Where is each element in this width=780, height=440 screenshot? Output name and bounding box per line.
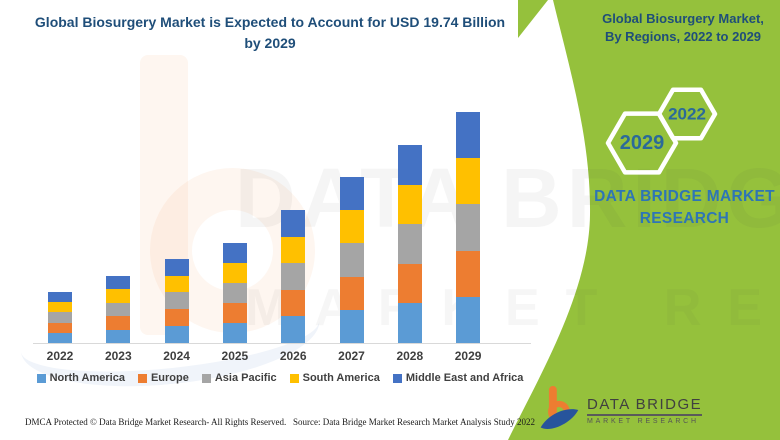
bar-segment xyxy=(281,236,306,264)
bar-segment xyxy=(222,302,247,323)
bar-2025 xyxy=(222,242,247,343)
bar-segment xyxy=(397,224,422,264)
logo-title: DATA BRIDGE xyxy=(587,396,703,416)
bar-segment xyxy=(456,158,481,205)
company-logo-text: DATA BRIDGE MARKET RESEARCH xyxy=(587,396,703,425)
bar-segment xyxy=(339,210,364,244)
bar-segment xyxy=(456,111,481,159)
bar-2022 xyxy=(48,292,72,343)
hexagon-2022-label: 2022 xyxy=(668,105,706,124)
legend-item-middle-east-and-africa: Middle East and Africa xyxy=(392,372,524,384)
copyright-text: DMCA Protected © Data Bridge Market Rese… xyxy=(25,417,287,427)
bar-2027 xyxy=(339,176,364,343)
legend-label: South America xyxy=(302,372,380,384)
legend-label: North America xyxy=(49,372,125,384)
bar-segment xyxy=(48,302,72,313)
bar-segment xyxy=(397,263,422,304)
x-axis-label-2025: 2025 xyxy=(221,349,249,363)
legend-swatch-icon xyxy=(137,373,147,383)
bar-segment xyxy=(397,184,422,225)
legend-swatch-icon xyxy=(289,373,299,383)
bar-segment xyxy=(106,302,131,317)
legend-label: Europe xyxy=(150,372,189,384)
legend-label: Middle East and Africa xyxy=(405,372,524,384)
bar-2026 xyxy=(281,210,306,343)
legend-swatch-icon xyxy=(36,373,46,383)
bar-segment xyxy=(281,289,306,317)
bar-segment xyxy=(222,322,247,343)
bar-segment xyxy=(339,309,364,343)
x-axis-label-2029: 2029 xyxy=(454,349,482,363)
x-axis-label-2024: 2024 xyxy=(163,349,190,363)
legend-swatch-icon xyxy=(201,373,211,383)
side-panel-title: Global Biosurgery Market, By Regions, 20… xyxy=(602,11,764,45)
bar-segment xyxy=(48,322,72,333)
bar-segment xyxy=(164,326,189,343)
bar-segment xyxy=(106,289,131,303)
x-axis-label-2026: 2026 xyxy=(279,349,307,363)
bar-segment xyxy=(106,275,131,290)
legend-item-asia-pacific: Asia Pacific xyxy=(201,372,277,384)
bar-segment xyxy=(222,242,247,263)
bar-segment xyxy=(48,332,72,343)
data-bridge-logo-icon xyxy=(540,386,579,429)
legend-label: Asia Pacific xyxy=(214,372,277,384)
bar-segment xyxy=(281,316,306,343)
bar-segment xyxy=(339,243,364,277)
legend-item-south-america: South America xyxy=(289,372,380,384)
brand-name-text: DATA BRIDGE MARKET RESEARCH xyxy=(594,188,775,228)
bar-segment xyxy=(222,262,247,283)
company-logo: DATA BRIDGE MARKET RESEARCH xyxy=(538,386,703,434)
legend-item-europe: Europe xyxy=(137,372,189,384)
bar-segment xyxy=(164,275,189,293)
bar-segment xyxy=(281,263,306,290)
x-axis-line xyxy=(33,343,531,344)
bar-segment xyxy=(339,176,364,211)
bar-2023 xyxy=(106,275,131,343)
bar-2028 xyxy=(397,145,422,343)
bar-segment xyxy=(48,312,72,323)
source-text: Source: Data Bridge Market Research Mark… xyxy=(293,417,535,427)
bar-segment xyxy=(456,250,481,297)
page-title: Global Biosurgery Market is Expected to … xyxy=(34,14,506,51)
bar-segment xyxy=(397,303,422,343)
bar-segment xyxy=(164,292,189,310)
bar-segment xyxy=(339,276,364,310)
logo-subtitle: MARKET RESEARCH xyxy=(587,417,699,425)
bar-2029 xyxy=(456,111,481,343)
bar-segment xyxy=(106,329,131,343)
bar-segment xyxy=(397,145,422,185)
bar-segment xyxy=(456,296,481,343)
bar-2024 xyxy=(164,258,189,343)
hexagon-2029 xyxy=(605,111,679,175)
x-axis-label-2023: 2023 xyxy=(104,349,132,363)
bar-segment xyxy=(164,309,189,327)
bar-segment xyxy=(456,204,481,251)
x-axis-label-2028: 2028 xyxy=(396,349,424,363)
bar-segment xyxy=(222,282,247,303)
legend-item-north-america: North America xyxy=(36,372,125,384)
bar-segment xyxy=(48,292,72,303)
legend-swatch-icon xyxy=(392,373,402,383)
bar-segment xyxy=(106,316,131,330)
bar-segment xyxy=(164,258,189,276)
hexagon-years-graphic: 2022 2029 xyxy=(605,87,718,175)
hexagon-2029-label: 2029 xyxy=(620,132,665,154)
x-axis-label-2027: 2027 xyxy=(338,349,365,363)
bar-segment xyxy=(281,210,306,237)
x-axis-label-2022: 2022 xyxy=(46,349,74,363)
chart-legend: North America Europe Asia Pacific South Ame… xyxy=(28,372,532,384)
